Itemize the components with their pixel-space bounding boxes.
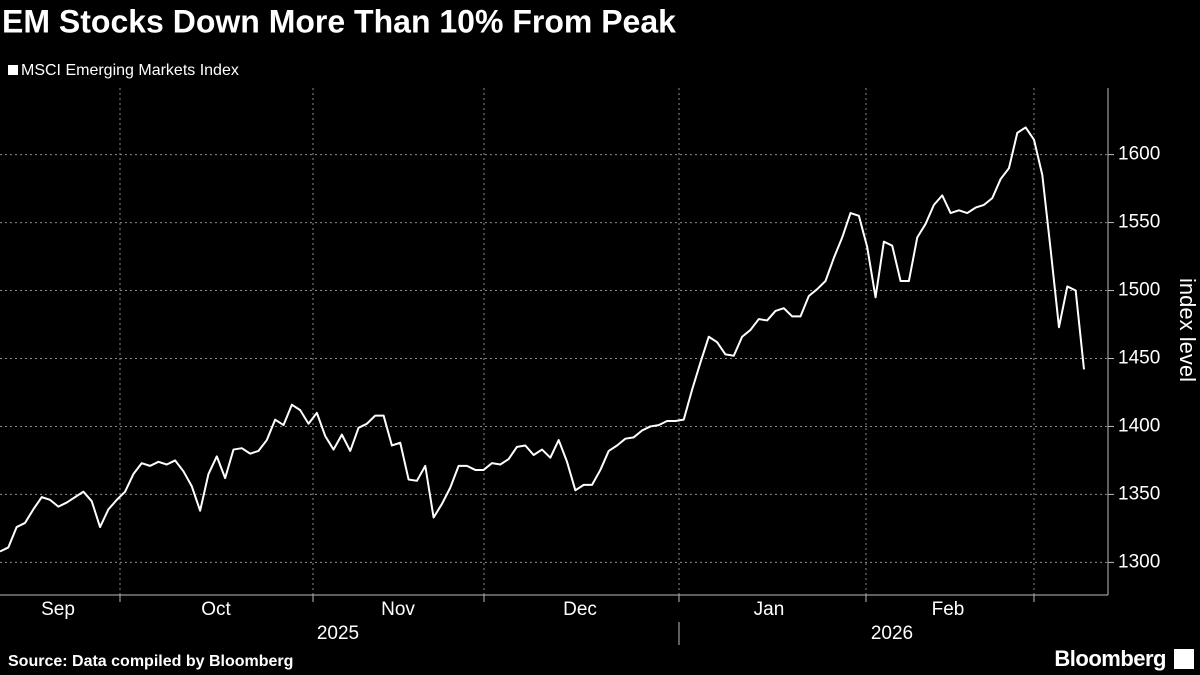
chart-title: EM Stocks Down More Than 10% From Peak [2,3,676,39]
source: Source: Data compiled by Bloomberg [8,653,293,670]
x-tick-label: Jan [754,599,785,620]
x-tick-label: Nov [381,599,415,620]
y-tick-label: 1550 [1118,212,1160,233]
y-tick-label: 1500 [1118,280,1160,301]
x-tick-label: Feb [932,599,965,620]
y-tick-label: 1600 [1118,144,1160,165]
brand: Bloomberg [1054,646,1166,671]
line [0,126,1085,553]
y-tick-label: 1350 [1118,483,1160,504]
y-tick-label: 1300 [1118,551,1160,572]
legend-swatch [8,65,18,75]
x-tick-label: Dec [563,599,597,620]
x-tick-label: Oct [201,599,231,620]
x-year-label: 2025 [317,623,359,644]
brand-icon [1174,649,1194,669]
x-year-label: 2026 [871,623,913,644]
y-tick-label: 1450 [1118,348,1160,369]
legend-label: MSCI Emerging Markets Index [21,62,239,79]
y-axis-label: index level [1175,278,1200,382]
x-tick-label: Sep [41,599,75,620]
month-dividers [119,88,1035,645]
y-tick-label: 1400 [1118,415,1160,436]
